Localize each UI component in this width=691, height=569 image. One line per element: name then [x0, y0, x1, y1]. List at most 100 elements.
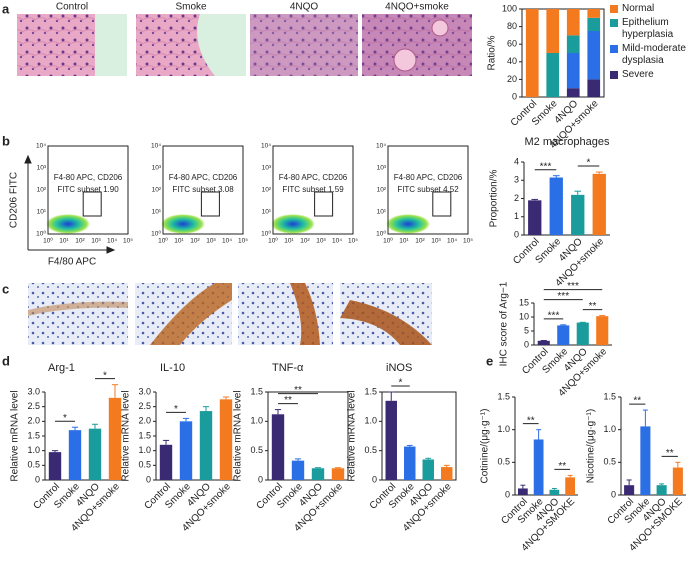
image-label: 4NQO: [290, 2, 319, 13]
flow-x-tick-label: 10¹: [59, 238, 69, 245]
bar: [291, 460, 305, 480]
y-tick-label: 40: [507, 56, 517, 66]
error-bar: [626, 479, 632, 486]
bar: [565, 477, 576, 495]
error-bar: [162, 439, 170, 445]
y-tick-label: 1.0: [364, 416, 377, 426]
bar: [576, 322, 589, 345]
legend-label: Severe: [622, 69, 654, 80]
error-bar: [552, 175, 560, 178]
y-tick-label: 2.5: [27, 401, 40, 411]
image-label: Control: [56, 2, 88, 13]
y-tick-label: 1.0: [250, 416, 263, 426]
legend-swatch: [610, 19, 618, 27]
y-tick-label: 1.5: [250, 386, 263, 396]
y-tick-label: 0: [611, 489, 616, 499]
gate-label: FITC subset 1.59: [282, 185, 344, 194]
gate: [432, 191, 452, 217]
y-tick-label: 0.5: [27, 460, 40, 470]
bar-segment: [587, 17, 601, 31]
error-bar: [520, 484, 526, 489]
significance-label: **: [527, 415, 535, 426]
significance-label: *: [103, 370, 107, 381]
bar: [537, 340, 550, 345]
flow-x-tick-label: 10⁵: [123, 238, 133, 245]
image-label: Smoke: [175, 2, 207, 13]
y-axis-label: Relative mRNA level: [347, 390, 358, 481]
legend-entry: Mild-moderate dysplasia: [610, 43, 690, 67]
error-bar: [202, 406, 210, 412]
y-axis-label: Proportion/%: [489, 169, 500, 227]
error-bar: [182, 417, 190, 422]
plot-frame: [381, 391, 457, 481]
significance-label: *: [399, 378, 403, 389]
flow-y-tick-label: 10³: [262, 165, 272, 172]
error-bar: [574, 190, 582, 195]
significance-label: **: [558, 461, 566, 472]
bar: [219, 399, 233, 480]
flow-y-tick-label: 10²: [262, 187, 272, 194]
significance-label: **: [666, 448, 674, 459]
y-tick-label: 1.5: [138, 430, 151, 440]
y-tick-label: 1.5: [364, 386, 377, 396]
error-bar: [406, 444, 413, 447]
cell-cloud: [161, 214, 205, 234]
gate-label: FITC subset 4.52: [397, 185, 459, 194]
bar: [199, 411, 213, 480]
significance-label: **: [633, 396, 641, 407]
error-bar: [334, 467, 342, 469]
bar: [68, 430, 82, 480]
gate: [200, 191, 220, 217]
legend-entry: Severe: [610, 69, 690, 81]
y-tick-label: 15: [519, 297, 529, 307]
y-tick-label: 0.5: [497, 457, 510, 467]
flow-x-tick-label: 10⁴: [447, 238, 457, 245]
flow-x-tick-label: 10¹: [284, 238, 294, 245]
y-tick-label: 1: [514, 211, 519, 221]
y-tick-label: 0.5: [603, 457, 616, 467]
bar: [48, 452, 62, 480]
flow-x-tick-label: 10⁴: [222, 238, 232, 245]
error-bar: [91, 423, 99, 429]
flow-y-tick-label: 10³: [37, 165, 47, 172]
bar: [624, 485, 635, 495]
y-tick-label: 0.5: [138, 460, 151, 470]
flow-x-tick-label: 10⁴: [332, 238, 342, 245]
bar: [528, 200, 542, 235]
error-bar: [51, 450, 59, 453]
flow-y-label: CD206 FITC: [9, 172, 20, 228]
flow-x-tick-label: 10⁵: [238, 238, 248, 245]
bar: [571, 194, 585, 235]
significance-label: **: [294, 385, 302, 396]
bar: [533, 439, 544, 495]
flow-y-tick-label: 10⁴: [261, 143, 271, 150]
flow-x-tick-label: 10²: [190, 238, 200, 245]
legend-label: Normal: [622, 3, 655, 14]
legend-swatch: [610, 71, 618, 79]
bar: [656, 485, 667, 495]
flow-y-tick-label: 10⁴: [151, 143, 161, 150]
panel-letter: e: [486, 353, 493, 368]
significance-label: *: [587, 158, 591, 169]
bar: [592, 173, 606, 235]
y-tick-label: 3.0: [27, 386, 40, 396]
panel-letter: c: [2, 281, 9, 296]
error-bar: [536, 429, 542, 440]
y-axis-label: Ratio/%: [487, 35, 498, 70]
error-bar: [443, 464, 450, 468]
y-tick-label: 100: [502, 3, 517, 13]
bar: [331, 468, 345, 480]
y-tick-label: 2.5: [138, 401, 151, 411]
flow-axis-arrows: [24, 154, 116, 254]
bar-segment: [587, 79, 601, 97]
y-tick-label: 0: [512, 91, 517, 101]
legend: Normal Epithelium hyperplasia Mild-moderat…: [610, 3, 690, 81]
chart-title: IL-10: [160, 362, 185, 374]
flow-x-tick-label: 10⁰: [158, 237, 168, 245]
significance-label: ***: [548, 310, 560, 321]
plot-frame: [521, 8, 605, 98]
significance-label: *: [63, 413, 67, 424]
image-label: 4NQO+smoke: [385, 2, 449, 13]
flow-y-tick-label: 10⁰: [376, 230, 386, 238]
bar: [549, 177, 563, 235]
